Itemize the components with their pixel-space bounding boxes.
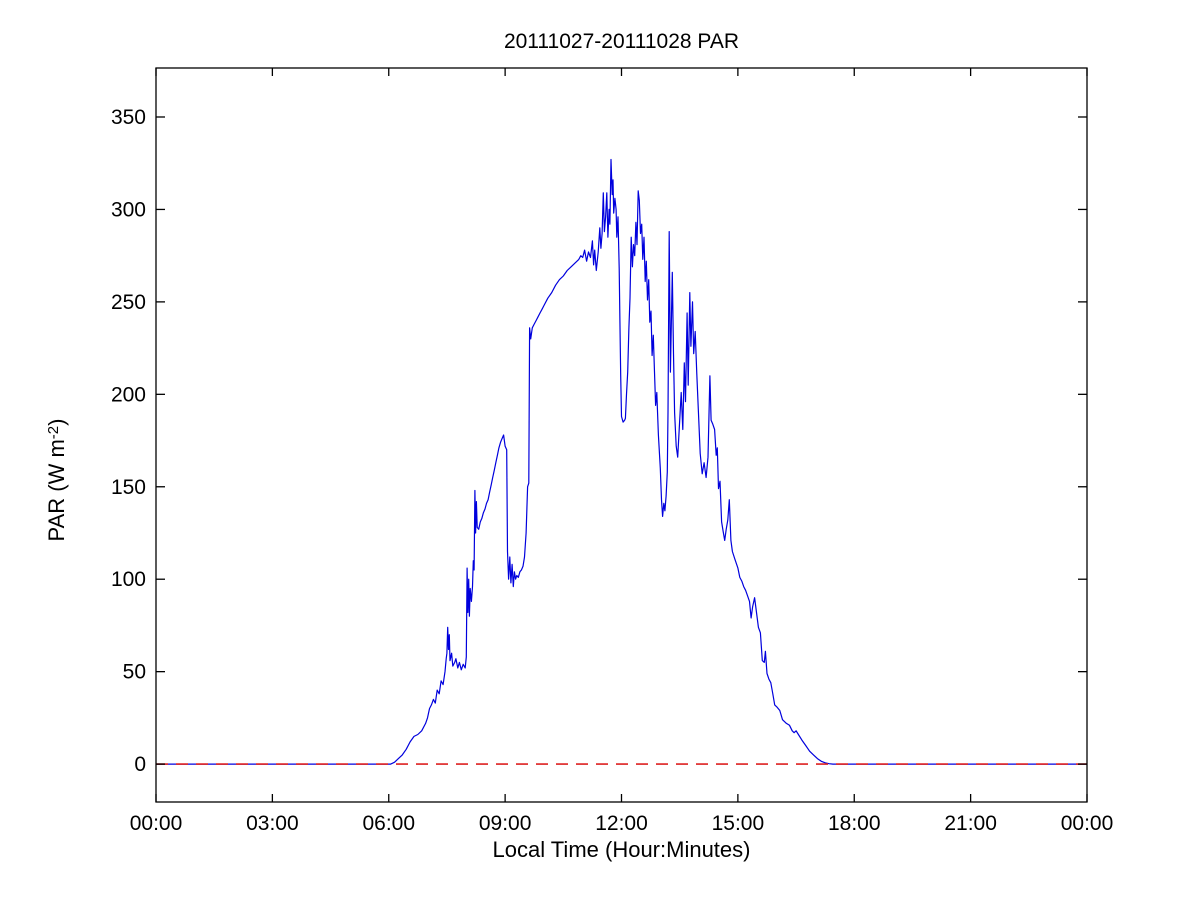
x-tick-label: 00:00 [1061, 812, 1114, 835]
x-tick-label: 15:00 [712, 812, 765, 835]
par-series-line [156, 158, 1087, 765]
chart-title: 20111027-20111028 PAR [503, 30, 740, 53]
plot-border [155, 67, 1088, 803]
y-tick-label: 50 [123, 661, 146, 684]
x-tick-label: 09:00 [479, 812, 532, 835]
x-tick-label: 00:00 [130, 812, 183, 835]
y-tick-label: 200 [111, 383, 146, 406]
x-tick-label: 21:00 [944, 812, 997, 835]
y-tick-label: 350 [111, 106, 146, 129]
y-tick-label: 100 [111, 568, 146, 591]
y-tick-label: 300 [111, 198, 146, 221]
y-tick-label: 150 [111, 476, 146, 499]
x-tick-label: 03:00 [246, 812, 299, 835]
x-axis-label: Local Time (Hour:Minutes) [492, 837, 751, 862]
x-tick-label: 06:00 [362, 812, 415, 835]
x-tick-label: 18:00 [828, 812, 881, 835]
x-tick-label: 12:00 [595, 812, 648, 835]
y-tick-label: 250 [111, 291, 146, 314]
y-tick-label: 0 [134, 753, 146, 776]
